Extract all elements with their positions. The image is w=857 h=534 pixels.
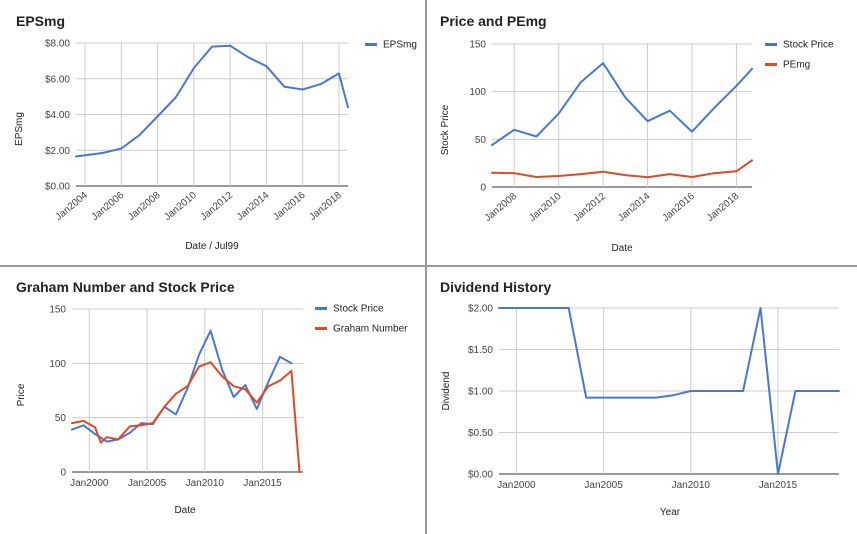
x-tick-label: Jan2000 [70, 478, 109, 489]
x-tick-label: Jan2010 [162, 190, 199, 223]
legend-label[interactable]: PEmg [783, 60, 810, 71]
chart-panel-dividend: Dividend History $0.00 $0.50 $1.00 $1.50 $2.… [427, 267, 857, 534]
x-tick-label: Jan2016 [660, 191, 697, 224]
horizontal-divider [0, 265, 857, 267]
x-axis-label: Date [611, 243, 633, 254]
graham-chart: Graham Number and Stock Price 050100150 … [16, 279, 408, 516]
epsmg-chart: EPSmg $0.00$2.00$4.00$6.00$8.00 Jan2004 J… [14, 13, 417, 252]
x-tick-label: Jan2012 [572, 191, 609, 224]
y-tick-label: $8.00 [45, 39, 70, 50]
chart-title: EPSmg [16, 13, 65, 29]
legend-label[interactable]: EPSmg [383, 40, 417, 51]
x-tick-label: Jan2010 [672, 480, 711, 491]
y-axis-label: Price [16, 383, 27, 406]
legend-label[interactable]: Stock Price [783, 40, 834, 51]
y-tick-label: $2.00 [468, 304, 493, 315]
series-line-pemg [491, 159, 753, 179]
legend-swatch [315, 327, 327, 330]
y-tick-label: $1.00 [468, 387, 493, 398]
x-tick-label: Jan2014 [235, 190, 272, 223]
x-tick-label: Jan2004 [54, 190, 91, 223]
y-tick-label: 150 [469, 40, 486, 51]
x-tick-label: Jan2018 [705, 191, 742, 224]
y-tick-label: 100 [49, 359, 66, 370]
legend-swatch [765, 43, 777, 46]
legend-swatch [365, 43, 377, 46]
series-line-stock-price [71, 329, 293, 443]
legend-label[interactable]: Stock Price [333, 304, 384, 315]
y-tick-label: $0.00 [45, 182, 70, 193]
x-tick-label: Jan2008 [126, 190, 163, 223]
x-tick-label: Jan2000 [497, 480, 536, 491]
x-tick-label: Jan2005 [584, 480, 623, 491]
y-tick-label: $0.00 [468, 470, 493, 481]
y-tick-label: 50 [55, 413, 67, 424]
x-axis-label: Date / Jul99 [185, 241, 239, 252]
y-tick-label: $0.50 [468, 428, 493, 439]
chart-panel-price-pemg: Price and PEmg 0 50 100 150 Jan2008 Jan2010 J… [427, 0, 857, 265]
y-tick-label: $6.00 [45, 74, 70, 85]
legend-swatch [315, 307, 327, 310]
x-tick-label: Jan2010 [527, 191, 564, 224]
x-tick-label: Jan2005 [128, 478, 167, 489]
y-axis-label: Dividend [441, 372, 452, 411]
y-tick-label: $4.00 [45, 110, 70, 121]
series-line-graham-number [71, 361, 301, 473]
y-tick-label: 0 [60, 468, 66, 479]
chart-panel-graham: Graham Number and Stock Price 0 50 100 150 … [0, 267, 425, 534]
y-axis-label: Stock Price [440, 104, 451, 155]
chart-title: Graham Number and Stock Price [16, 279, 235, 295]
y-tick-label: 0 [480, 183, 486, 194]
chart-title: Dividend History [440, 279, 551, 295]
y-tick-label: 150 [49, 305, 66, 316]
x-tick-label: Jan2008 [483, 191, 520, 224]
x-tick-label: Jan2015 [759, 480, 798, 491]
y-tick-label: $1.50 [468, 345, 493, 356]
x-tick-label: Jan2010 [186, 478, 225, 489]
vertical-divider [425, 0, 427, 534]
x-axis-label: Year [660, 507, 681, 518]
series-line-stock-price [491, 62, 753, 147]
chart-title: Price and PEmg [440, 13, 547, 29]
x-tick-label: Jan2014 [616, 191, 653, 224]
y-axis-label: EPSmg [14, 112, 25, 146]
x-axis-label: Date [174, 505, 196, 516]
x-tick-label: Jan2006 [90, 190, 127, 223]
x-tick-label: Jan2018 [307, 190, 344, 223]
y-tick-label: 50 [475, 135, 487, 146]
x-tick-label: Jan2012 [199, 190, 236, 223]
y-tick-label: $2.00 [45, 146, 70, 157]
chart-panel-epsmg: EPSmg $0.00 $2.00 $4.00 $6.00 $8.00 Jan2004 J… [0, 0, 425, 265]
x-tick-label: Jan2015 [243, 478, 282, 489]
dividend-chart: Dividend History $0.00 $0.50 $1.00 $1.50 $2.… [440, 279, 840, 518]
legend-swatch [765, 63, 777, 66]
x-tick-label: Jan2016 [271, 190, 308, 223]
y-tick-label: 100 [469, 87, 486, 98]
series-line-epsmg [75, 44, 349, 158]
legend-label[interactable]: Graham Number [333, 324, 408, 335]
